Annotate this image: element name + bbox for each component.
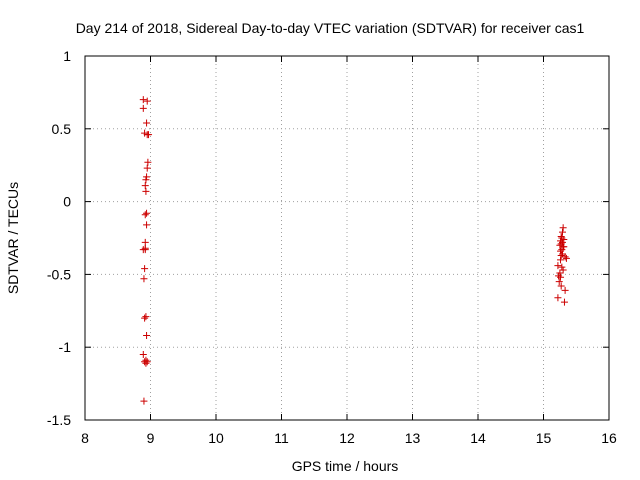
data-point — [145, 131, 153, 139]
data-point — [143, 209, 151, 217]
data-point — [144, 158, 152, 166]
data-point — [141, 182, 149, 190]
data-point — [556, 269, 564, 277]
x-tick-label: 14 — [470, 430, 486, 446]
data-point — [143, 221, 151, 229]
data-point — [141, 358, 149, 366]
data-point — [558, 228, 566, 236]
data-point — [560, 298, 568, 306]
x-tick-label: 9 — [147, 430, 155, 446]
data-point — [557, 282, 565, 290]
x-axis-label: GPS time / hours — [292, 458, 399, 474]
x-tick-label: 12 — [339, 430, 355, 446]
data-point — [141, 129, 149, 137]
y-tick-label: -1.5 — [47, 412, 71, 428]
data-point — [558, 250, 566, 258]
y-tick-label: 1 — [63, 48, 71, 64]
data-point — [560, 235, 568, 243]
data-point — [560, 243, 568, 251]
data-point — [140, 275, 148, 283]
data-point — [554, 262, 562, 270]
data-point — [557, 273, 565, 281]
y-tick-label: 0.5 — [52, 121, 72, 137]
data-point — [556, 241, 564, 249]
data-point — [557, 256, 565, 264]
data-point — [142, 359, 150, 367]
data-point — [142, 313, 150, 321]
data-point — [554, 294, 562, 302]
data-point — [555, 278, 563, 286]
data-point — [139, 96, 147, 104]
data-point — [561, 286, 569, 294]
x-tick-label: 16 — [601, 430, 617, 446]
y-axis-label: SDTVAR / TECUs — [5, 182, 21, 294]
data-point — [557, 251, 565, 259]
plot-frame — [84, 55, 610, 421]
data-point — [141, 314, 149, 322]
data-point — [141, 246, 149, 254]
data-point — [143, 164, 151, 172]
data-point — [143, 173, 151, 181]
data-points — [139, 96, 570, 405]
grid — [85, 56, 609, 420]
data-point — [143, 97, 151, 105]
x-tick-label: 11 — [274, 430, 289, 446]
data-point — [559, 266, 567, 274]
y-tick-label: -1 — [59, 339, 72, 355]
x-tick-label: 8 — [81, 430, 89, 446]
y-tick-label: 0 — [63, 194, 71, 210]
y-tick-label: -0.5 — [47, 266, 71, 282]
x-tick-label: 13 — [405, 430, 421, 446]
data-point — [142, 176, 150, 184]
data-point — [142, 187, 150, 195]
data-point — [558, 263, 566, 271]
chart-title: Day 214 of 2018, Sidereal Day-to-day VTE… — [76, 20, 585, 36]
data-point — [141, 265, 149, 273]
data-point — [143, 332, 151, 340]
data-point — [141, 211, 149, 219]
x-tick-label: 10 — [208, 430, 224, 446]
data-point — [562, 254, 570, 262]
data-point — [140, 397, 148, 405]
data-point — [139, 350, 147, 358]
data-point — [139, 104, 147, 112]
axis-ticks: 8 9 10 11 12 13 14 15 16 -1.5 -1 -0.5 0 0.5 1 — [47, 48, 617, 446]
data-point — [559, 224, 567, 232]
data-point — [143, 119, 151, 127]
x-tick-label: 15 — [536, 430, 552, 446]
